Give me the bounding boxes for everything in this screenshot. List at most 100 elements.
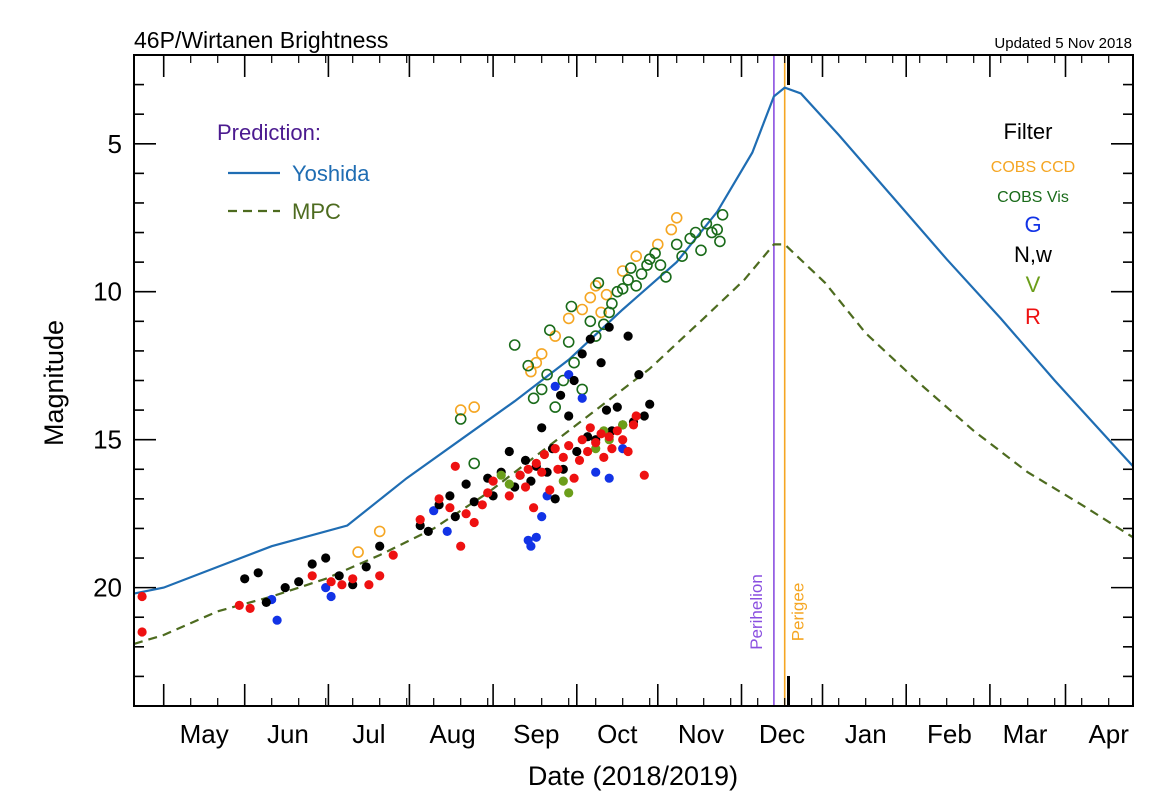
x-tick-label: Mar (1003, 719, 1048, 749)
data-point-cobs-vis (622, 274, 634, 286)
legend-filter-item: R (1025, 304, 1041, 329)
x-tick-label: Dec (759, 719, 805, 749)
data-point-g (577, 393, 587, 403)
y-tick-label: 10 (93, 277, 122, 307)
data-point-r (450, 461, 460, 471)
data-point-n-w (623, 331, 633, 341)
data-point-r (550, 444, 560, 454)
data-point-r (537, 467, 547, 477)
data-point-r (574, 455, 585, 465)
data-point-cobs-vis (676, 250, 688, 263)
data-point-cobs-vis (643, 253, 656, 266)
data-point-cobs-vis (454, 413, 467, 425)
data-point-cobs-ccd (468, 401, 481, 413)
data-point-g (442, 526, 452, 537)
data-point-r (388, 550, 398, 560)
data-point-n-w (585, 334, 595, 344)
data-point-n-w (445, 491, 455, 501)
data-point-v (496, 470, 506, 480)
data-point-n-w (564, 411, 574, 421)
data-point-cobs-vis (630, 279, 643, 292)
legend-filter-item: COBS CCD (991, 159, 1075, 176)
data-point-n-w (612, 402, 622, 412)
data-point-cobs-vis (684, 232, 697, 245)
data-point-g (591, 467, 601, 477)
data-point-n-w (469, 497, 479, 507)
data-point-n-w (261, 597, 271, 608)
data-point-n-w (280, 583, 290, 593)
legend-filter-item: V (1026, 272, 1041, 297)
data-point-r (553, 464, 563, 474)
data-point-g (550, 381, 560, 391)
x-tick-label: Jul (352, 719, 385, 749)
data-point-cobs-ccd (630, 250, 643, 263)
data-point-n-w (240, 574, 250, 584)
data-point-cobs-vis (700, 217, 713, 230)
y-axis-label: Magnitude (39, 320, 69, 446)
data-point-r (469, 517, 479, 528)
data-point-r (515, 470, 525, 480)
legend-item-yoshida: Yoshida (292, 161, 370, 186)
vline-label-perigee: Perigee (789, 583, 808, 642)
data-point-n-w (537, 423, 547, 433)
data-point-g (531, 532, 541, 542)
data-point-n-w (639, 411, 649, 421)
data-point-cobs-vis (716, 209, 729, 221)
vline-label-perihelion: Perihelion (747, 574, 766, 650)
data-point-r (348, 574, 358, 584)
data-point-cobs-vis (606, 297, 618, 310)
data-point-r (504, 491, 514, 501)
data-point-g (526, 541, 536, 551)
legend-filter-item: COBS Vis (997, 189, 1069, 206)
data-point-cobs-vis (689, 226, 702, 239)
chart-subtitle: Updated 5 Nov 2018 (994, 35, 1132, 52)
data-point-r (564, 441, 574, 451)
data-point-r (483, 488, 493, 498)
data-point-cobs-ccd (665, 223, 678, 236)
data-point-n-w (253, 568, 263, 578)
data-point-r (596, 429, 606, 439)
x-tick-label: Sep (513, 719, 559, 749)
x-tick-label: Apr (1088, 719, 1129, 749)
data-point-r (461, 509, 471, 519)
data-point-cobs-ccd (562, 312, 575, 325)
data-point-n-w (596, 358, 606, 368)
data-point-cobs-ccd (373, 525, 386, 538)
data-point-cobs-vis (565, 300, 578, 313)
data-point-cobs-vis (714, 235, 726, 248)
data-point-cobs-ccd (352, 546, 364, 558)
data-point-n-w (321, 553, 331, 563)
data-point-r (434, 494, 444, 504)
x-tick-label: Jan (845, 719, 887, 749)
data-point-cobs-vis (535, 383, 548, 396)
data-point-r (375, 571, 385, 581)
data-point-v (564, 488, 574, 498)
data-point-n-w (569, 375, 579, 386)
data-point-cobs-vis (616, 282, 629, 295)
data-point-r (445, 503, 455, 513)
data-point-cobs-vis (624, 262, 637, 274)
data-point-r (531, 458, 541, 468)
data-point-r (545, 485, 555, 495)
x-tick-label: May (180, 719, 229, 749)
plot-area: Perihelion Perigee 5 10 15 20 May Jun Jul Aug Sep O… (93, 54, 1134, 749)
legend-filter-item: N,w (1014, 242, 1052, 267)
data-point-n-w (307, 559, 317, 569)
data-point-cobs-vis (660, 271, 672, 283)
data-point-r (569, 473, 579, 483)
data-point-r (234, 600, 244, 611)
x-tick-label: Oct (597, 719, 638, 749)
data-point-cobs-vis (576, 383, 589, 396)
data-point-cobs-vis (549, 401, 562, 413)
data-point-r (488, 476, 498, 486)
data-point-cobs-vis (670, 238, 683, 251)
data-point-g (326, 591, 336, 602)
data-point-n-w (361, 562, 371, 572)
data-point-r (623, 446, 633, 457)
data-point-cobs-vis (568, 356, 580, 369)
x-tick-label: Aug (429, 719, 475, 749)
data-point-r (307, 571, 317, 581)
data-point-r (628, 420, 639, 430)
data-point-n-w (645, 399, 655, 409)
